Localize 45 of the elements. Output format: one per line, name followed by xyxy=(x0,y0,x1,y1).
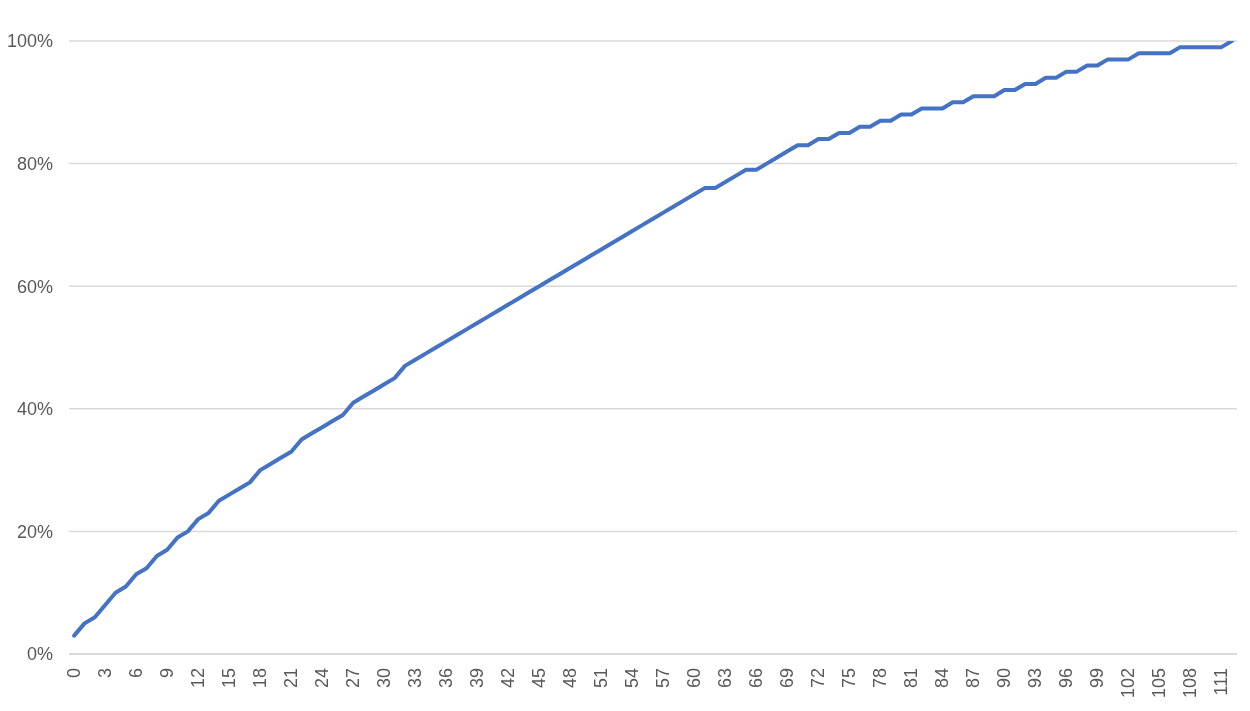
x-tick-label: 54 xyxy=(622,668,643,689)
line-series xyxy=(72,41,1234,638)
x-tick-label: 51 xyxy=(591,668,612,689)
y-tick-label: 20% xyxy=(16,521,53,542)
x-tick-label: 0 xyxy=(64,668,85,679)
x-tick-label: 6 xyxy=(126,668,147,679)
x-tick-label: 87 xyxy=(963,668,984,689)
x-tick-label: 105 xyxy=(1149,668,1170,699)
x-tick-label: 99 xyxy=(1087,668,1108,689)
x-tick-label: 66 xyxy=(746,668,767,689)
x-tick-label: 96 xyxy=(1056,668,1077,689)
x-tick-label: 48 xyxy=(560,668,581,689)
x-tick-label: 69 xyxy=(777,668,798,689)
x-tick-label: 78 xyxy=(870,668,891,689)
x-tick-label: 27 xyxy=(343,668,364,689)
x-tick-label: 12 xyxy=(188,668,209,689)
x-tick-label: 21 xyxy=(281,668,302,689)
x-tick-label: 108 xyxy=(1180,668,1201,699)
x-tick-label: 57 xyxy=(653,668,674,689)
x-tick-label: 9 xyxy=(157,668,178,679)
x-tick-label: 18 xyxy=(250,668,271,689)
x-tick-label: 84 xyxy=(932,668,953,689)
x-tick-label: 39 xyxy=(467,668,488,689)
y-tick-label: 100% xyxy=(6,31,53,52)
y-tick-label: 0% xyxy=(26,644,53,665)
x-tick-label: 24 xyxy=(312,668,333,689)
x-tick-label: 3 xyxy=(95,668,116,679)
x-tick-label: 33 xyxy=(405,668,426,689)
x-tick-label: 45 xyxy=(529,668,550,689)
x-tick-label: 15 xyxy=(219,668,240,689)
x-tick-label: 72 xyxy=(808,668,829,689)
x-tick-label: 111 xyxy=(1211,668,1232,696)
x-tick-label: 30 xyxy=(374,668,395,689)
x-tick-label: 63 xyxy=(715,668,736,689)
y-tick-label: 40% xyxy=(16,399,53,420)
x-tick-label: 90 xyxy=(994,668,1015,689)
x-tick-label: 36 xyxy=(436,668,457,689)
x-tick-label: 102 xyxy=(1118,668,1139,699)
y-tick-label: 80% xyxy=(16,153,53,174)
y-tick-label: 60% xyxy=(16,276,53,297)
x-tick-label: 81 xyxy=(901,668,922,689)
x-tick-label: 93 xyxy=(1025,668,1046,689)
x-tick-label: 75 xyxy=(839,668,860,689)
x-tick-label: 42 xyxy=(498,668,519,689)
x-tick-label: 60 xyxy=(684,668,705,689)
